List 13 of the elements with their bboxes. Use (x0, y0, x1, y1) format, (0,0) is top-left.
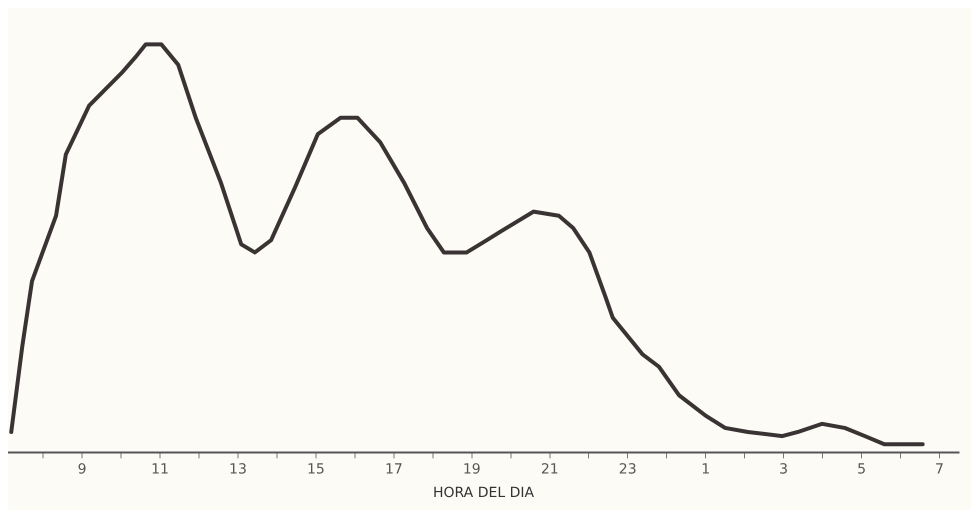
x-tick-label: 1 (701, 461, 710, 478)
x-tick-label: 15 (306, 461, 325, 478)
x-tick-label: 5 (857, 461, 866, 478)
x-tick-label: 9 (78, 461, 87, 478)
x-tick-label: 17 (384, 461, 403, 478)
x-tick-label: 11 (151, 461, 169, 478)
x-tick-label: 21 (540, 461, 559, 478)
x-tick-label: 13 (229, 461, 247, 478)
x-tick-label: 19 (462, 461, 481, 478)
x-axis-title: HORA DEL DIA (432, 485, 534, 502)
x-tick-label: 23 (618, 461, 637, 478)
x-tick-label: 3 (779, 461, 788, 478)
x-tick-label: 7 (935, 461, 944, 478)
